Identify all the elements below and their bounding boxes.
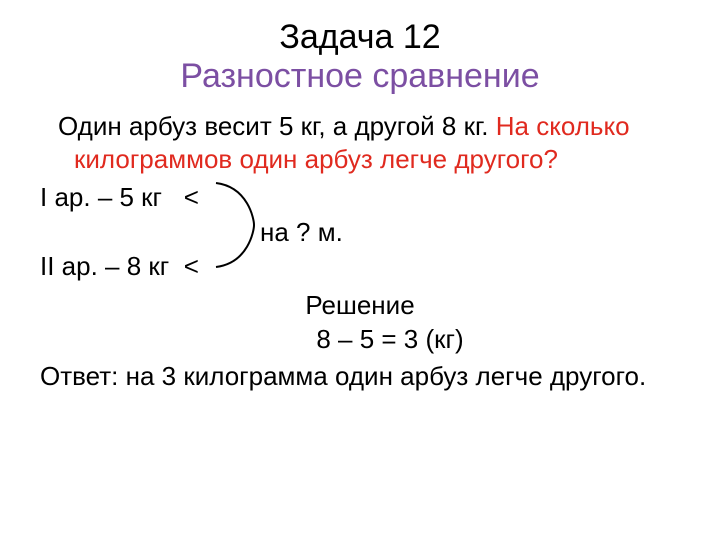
scheme-block: I ар. – 5 кг < на ? м. II ар. – 8 кг < — [40, 181, 680, 283]
title-line-1: Задача 12 — [40, 18, 680, 57]
answer-text: Ответ: на 3 килограмма один арбуз легче … — [40, 360, 680, 393]
solution-label: Решение — [40, 289, 680, 322]
problem-plain: Один арбуз весит 5 кг, а другой 8 кг. — [58, 111, 496, 141]
content: Один арбуз весит 5 кг, а другой 8 кг. На… — [40, 110, 680, 392]
solution-expression: 8 – 5 = 3 (кг) — [40, 323, 680, 356]
title-line-2: Разностное сравнение — [40, 57, 680, 96]
scheme-bracket-label: на ? м. — [40, 216, 680, 249]
title-block: Задача 12 Разностное сравнение — [40, 18, 680, 96]
problem-statement: Один арбуз весит 5 кг, а другой 8 кг. На… — [40, 110, 680, 175]
scheme-row-2: II ар. – 8 кг < — [40, 250, 680, 283]
slide: Задача 12 Разностное сравнение Один арбу… — [0, 0, 720, 540]
scheme-row-1: I ар. – 5 кг < — [40, 181, 680, 214]
